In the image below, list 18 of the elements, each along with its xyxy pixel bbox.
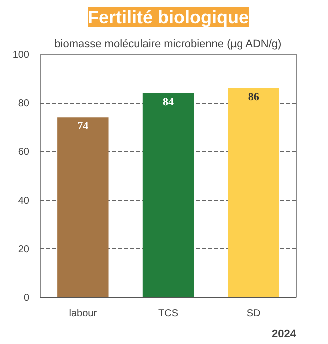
data-label: 84 bbox=[163, 96, 174, 108]
bar bbox=[142, 93, 194, 298]
data-label: 74 bbox=[78, 120, 90, 133]
x-tick-label: SD bbox=[246, 308, 261, 320]
y-tick-label: 40 bbox=[18, 196, 30, 207]
chart-subtitle: biomasse moléculaire microbienne (µg ADN/g) bbox=[54, 38, 282, 50]
x-tick-label: TCS bbox=[158, 308, 179, 320]
y-tick-label: 20 bbox=[18, 244, 30, 256]
bar bbox=[228, 88, 280, 298]
text: 2024 bbox=[272, 328, 298, 340]
data-label: 86 bbox=[248, 92, 260, 104]
y-tick-label: 60 bbox=[18, 147, 30, 158]
y-tick-label: 100 bbox=[12, 50, 30, 61]
bar bbox=[58, 118, 109, 298]
x-tick-label: labour bbox=[69, 308, 98, 320]
chart-title: Fertilité biologique bbox=[88, 8, 249, 28]
y-tick-label: 80 bbox=[18, 98, 30, 110]
y-tick-label: 0 bbox=[24, 293, 30, 304]
